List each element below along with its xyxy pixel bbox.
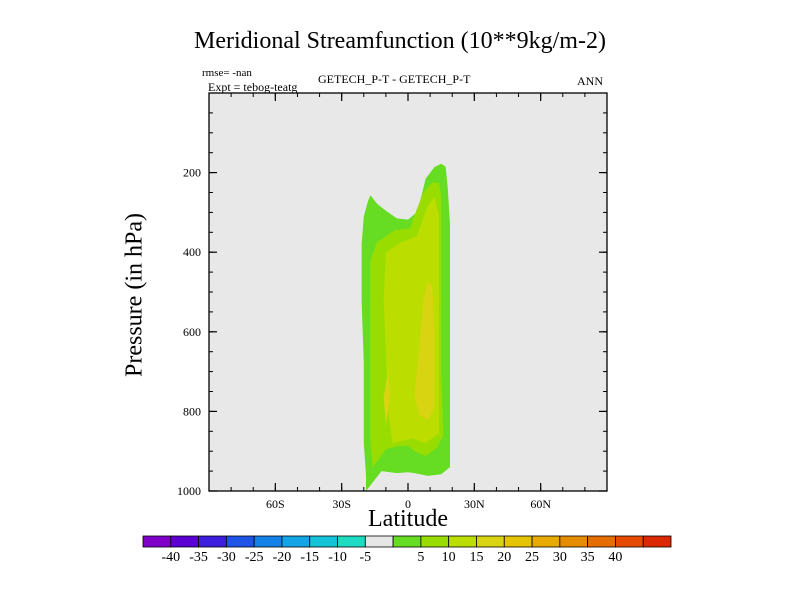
colorbar-label: -10 — [328, 550, 347, 565]
x-axis-label: Latitude — [368, 506, 448, 532]
colorbar-swatch — [253, 535, 283, 548]
colorbar-swatch — [142, 535, 172, 548]
colorbar-label: -20 — [273, 550, 292, 565]
colorbar-label: -30 — [217, 550, 236, 565]
colorbar-swatch — [503, 535, 533, 548]
colorbar-swatch — [309, 535, 338, 548]
colorbar-swatch — [392, 535, 422, 548]
colorbar-swatch — [337, 535, 366, 548]
x-tick-label: 0 — [405, 497, 411, 511]
contour-region-4 — [414, 280, 435, 421]
colorbar-label: 15 — [469, 550, 483, 565]
colorbar-swatch — [448, 535, 477, 548]
y-tick-label: 200 — [183, 166, 201, 180]
colorbar-label: 30 — [553, 550, 567, 565]
colorbar-label: -40 — [161, 550, 180, 565]
colorbar-label: 35 — [581, 550, 595, 565]
x-tick-label: 60S — [266, 497, 285, 511]
colorbar-label: 5 — [417, 550, 424, 565]
colorbar-swatch — [198, 535, 227, 548]
colorbar-label: 25 — [525, 550, 539, 565]
y-tick-label: 1000 — [177, 484, 201, 498]
colorbar-swatch — [615, 535, 644, 548]
x-tick-label: 30S — [332, 497, 351, 511]
colorbar-swatch — [225, 535, 255, 548]
x-tick-label: 60N — [530, 497, 551, 511]
colorbar-swatch — [281, 535, 311, 548]
colorbar-swatch — [587, 535, 616, 548]
colorbar-label: -25 — [245, 550, 264, 565]
colorbar-swatch — [531, 535, 561, 548]
season-label: ANN — [577, 74, 603, 88]
colorbar-label: -15 — [300, 550, 319, 565]
colorbar-swatch — [559, 535, 589, 548]
rmse-label: rmse= -nan — [202, 67, 252, 79]
colorbar-swatch — [476, 535, 505, 548]
chart-subtitle: GETECH_P-T - GETECH_P-T — [318, 72, 471, 86]
y-tick-label: 600 — [183, 325, 201, 339]
colorbar-label: -5 — [359, 550, 371, 565]
colorbar-swatch — [420, 535, 450, 548]
colorbar-label: 20 — [497, 550, 511, 565]
colorbar-label: 40 — [608, 550, 622, 565]
chart-title: Meridional Streamfunction (10**9kg/m-2) — [194, 28, 606, 54]
x-tick-label: 30N — [464, 497, 485, 511]
expt-label: Expt = tebog-teatg — [208, 80, 298, 94]
colorbar-swatch — [364, 535, 394, 548]
y-tick-label: 400 — [183, 245, 201, 259]
colorbar-swatch — [170, 535, 199, 548]
colorbar-label: 10 — [442, 550, 456, 565]
colorbar-swatch — [642, 535, 672, 548]
y-tick-label: 800 — [183, 404, 201, 418]
contour-region-5 — [383, 371, 391, 426]
colorbar-label: -35 — [189, 550, 208, 565]
